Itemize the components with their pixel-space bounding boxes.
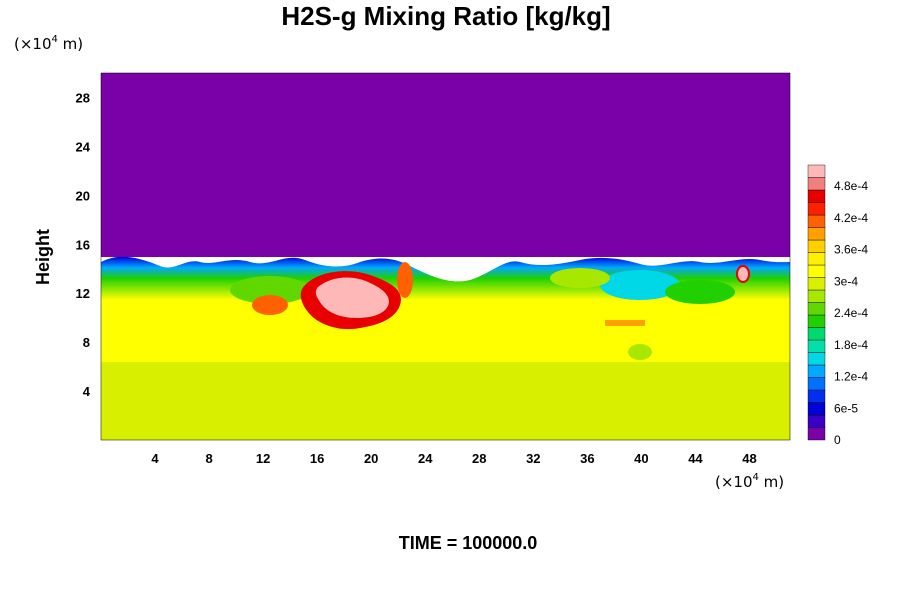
colorbar-cell — [807, 302, 826, 316]
x-tick-label: 12 — [256, 451, 270, 466]
y-tick-label: 8 — [83, 335, 90, 350]
colorbar-cell — [807, 177, 826, 191]
colorbar-cell — [807, 327, 826, 341]
x-tick-label: 16 — [310, 451, 324, 466]
colorbar-cell — [807, 189, 826, 203]
colorbar-cell — [807, 427, 826, 441]
x-tick-label: 44 — [688, 451, 703, 466]
heatmap-field — [101, 73, 790, 440]
plot-frame — [100, 72, 791, 441]
x-tick-label: 36 — [580, 451, 594, 466]
colorbar-cell — [807, 252, 826, 266]
upper-layer — [101, 73, 790, 257]
y-axis-label: Height — [33, 229, 53, 285]
x-tick-label: 48 — [742, 451, 756, 466]
colorbar-tick-label: 4.2e-4 — [834, 211, 868, 225]
colorbar-tick-label: 1.2e-4 — [834, 370, 868, 384]
y-tick-label: 28 — [76, 90, 90, 105]
colorbar-cell — [807, 339, 826, 353]
colorbar-tick-label: 3.6e-4 — [834, 243, 868, 257]
y-tick-label: 24 — [76, 139, 91, 154]
x-tick-label: 24 — [418, 451, 433, 466]
x-tick-label: 40 — [634, 451, 648, 466]
colorbar-tick-label: 6e-5 — [834, 401, 858, 415]
x-tick-label: 8 — [205, 451, 212, 466]
colorbar-cell — [807, 239, 826, 253]
x-tick-label: 28 — [472, 451, 486, 466]
x-axis: 4 8 12 16 20 24 28 32 36 40 44 48 — [151, 451, 756, 466]
y-tick-label: 12 — [76, 286, 90, 301]
y-tick-label: 20 — [76, 188, 90, 203]
colorbar-cell — [807, 377, 826, 391]
x-tick-label: 32 — [526, 451, 540, 466]
colorbar-tick-label: 1.8e-4 — [834, 338, 868, 352]
x-tick-label: 4 — [151, 451, 159, 466]
colorbar-cell — [807, 352, 826, 366]
colorbar — [807, 164, 826, 441]
lower-layer — [101, 360, 790, 440]
colorbar-cell — [807, 402, 826, 416]
colorbar-cell — [807, 414, 826, 428]
colorbar-tick-label: 2.4e-4 — [834, 306, 868, 320]
mid-layer — [101, 290, 790, 362]
y-tick-label: 4 — [83, 384, 91, 399]
colorbar-tick-label: 4.8e-4 — [834, 179, 868, 193]
colorbar-cell — [807, 214, 826, 228]
colorbar-cell — [807, 227, 826, 241]
colorbar-tick-label: 3e-4 — [834, 274, 858, 288]
y-axis: 4 8 12 16 20 24 28 — [76, 90, 91, 399]
chart-title: H2S-g Mixing Ratio [kg/kg] — [281, 1, 610, 31]
colorbar-cell — [807, 264, 826, 278]
y-tick-label: 16 — [76, 237, 90, 252]
colorbar-cell — [807, 164, 826, 178]
x-tick-label: 20 — [364, 451, 378, 466]
x-unit-label: (×104 m) — [715, 472, 784, 491]
colorbar-tick-label: 0 — [834, 433, 841, 447]
high-plume-core — [315, 277, 389, 318]
colorbar-cell — [807, 389, 826, 403]
colorbar-cell — [807, 364, 826, 378]
colorbar-cell — [807, 289, 826, 303]
colorbar-cell — [807, 314, 826, 328]
time-annotation: TIME = 100000.0 — [399, 533, 538, 553]
y-unit-label: (×104 m) — [14, 34, 83, 53]
colorbar-cell — [807, 277, 826, 291]
colorbar-cell — [807, 202, 826, 216]
colorbar-labels: 0 6e-5 1.2e-4 1.8e-4 2.4e-4 3e-4 3.6e-4 4.2e-4 4… — [834, 179, 868, 447]
